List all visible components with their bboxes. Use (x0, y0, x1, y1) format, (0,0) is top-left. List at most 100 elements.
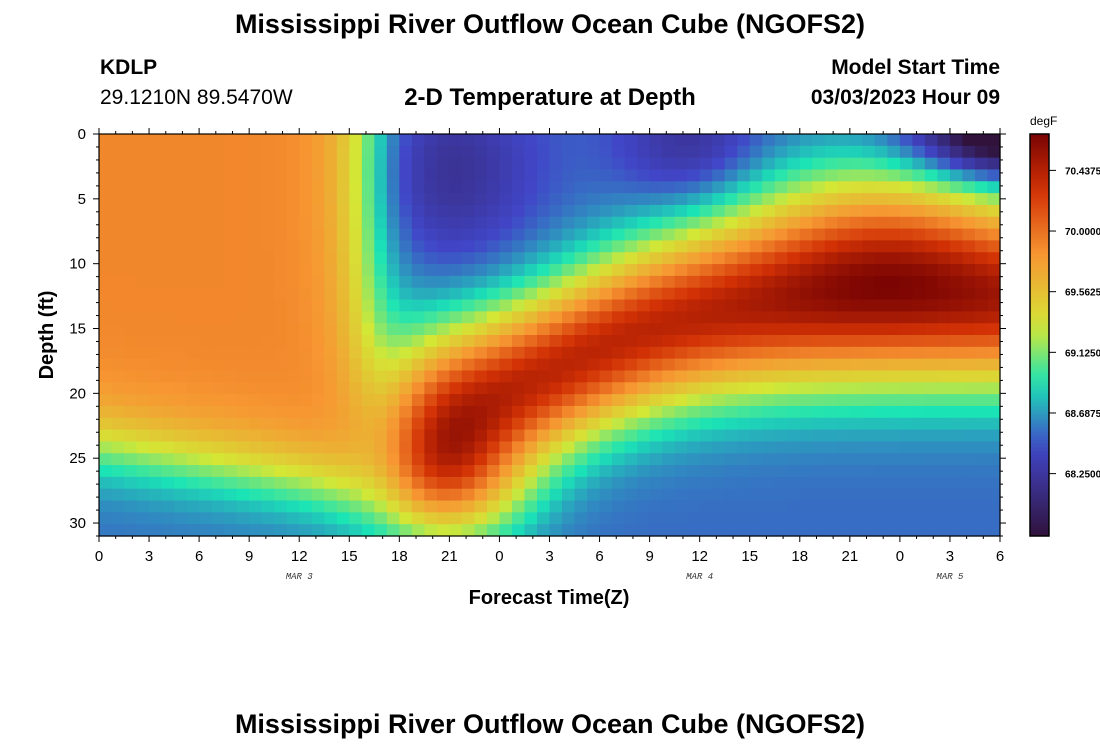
heatmap-cell (587, 275, 601, 289)
heatmap-cell (937, 157, 951, 171)
heatmap-cell (612, 287, 626, 301)
heatmap-cell (474, 193, 488, 206)
heatmap-cell (812, 169, 826, 182)
heatmap-cell (174, 323, 188, 336)
plot-subtitle: 2-D Temperature at Depth (404, 84, 696, 111)
heatmap-cell (136, 323, 150, 336)
heatmap-cell (124, 524, 138, 537)
heatmap-cell (874, 358, 888, 372)
heatmap-cell (224, 216, 238, 230)
heatmap-cell (712, 240, 726, 253)
heatmap-cell (349, 394, 363, 407)
heatmap-cell (774, 228, 788, 242)
heatmap-cell (486, 157, 501, 171)
heatmap-cell (111, 275, 125, 289)
heatmap-cell (949, 335, 964, 348)
heatmap-cell (486, 370, 501, 383)
heatmap-cell (674, 216, 688, 230)
heatmap-cell (449, 228, 463, 242)
heatmap-cell (812, 524, 826, 537)
heatmap-cell (712, 488, 726, 502)
heatmap-cell (411, 405, 425, 419)
heatmap-cell (124, 346, 138, 360)
heatmap-cell (737, 204, 751, 218)
heatmap-cell (486, 169, 501, 182)
heatmap-cell (261, 512, 275, 525)
heatmap-cell (974, 453, 989, 466)
heatmap-cell (949, 346, 964, 360)
heatmap-cell (199, 465, 213, 478)
heatmap-cell (549, 405, 563, 419)
heatmap-cell (374, 157, 388, 171)
heatmap-cell (336, 512, 350, 525)
heatmap-cell (624, 216, 638, 230)
heatmap-cell (436, 370, 450, 383)
heatmap-cell (249, 252, 263, 265)
colorbar-tick-label: 69.5625 (1065, 288, 1100, 299)
heatmap-cell (912, 181, 926, 194)
heatmap-cell (874, 157, 888, 171)
heatmap-cell (349, 193, 363, 206)
heatmap-cell (662, 346, 676, 360)
heatmap-cell (461, 169, 476, 182)
heatmap-cell (599, 405, 613, 419)
heatmap-cell (749, 157, 763, 171)
heatmap-cell (249, 157, 263, 171)
heatmap-cell (574, 145, 588, 159)
station-id: KDLP (100, 56, 158, 79)
heatmap-cell (349, 417, 363, 431)
heatmap-cell (962, 476, 976, 490)
heatmap-cell (449, 287, 463, 301)
heatmap-cell (486, 405, 501, 419)
heatmap-cell (549, 429, 563, 443)
heatmap-cell (962, 193, 976, 206)
heatmap-cell (549, 240, 563, 253)
heatmap-cell (649, 323, 663, 336)
heatmap-cell (787, 134, 801, 147)
heatmap-cell (549, 275, 563, 289)
heatmap-cell (787, 323, 801, 336)
heatmap-cell (624, 429, 638, 443)
heatmap-cell (186, 157, 200, 171)
heatmap-cell (612, 335, 626, 348)
heatmap-cell (211, 287, 225, 301)
heatmap-cell (424, 465, 438, 478)
heatmap-cell (812, 346, 826, 360)
heatmap-cell (599, 335, 613, 348)
heatmap-cell (424, 405, 438, 419)
heatmap-cell (624, 323, 638, 336)
heatmap-cell (336, 323, 350, 336)
heatmap-cell (336, 299, 350, 312)
heatmap-cell (912, 429, 926, 443)
heatmap-cell (536, 441, 551, 454)
heatmap-cell (186, 335, 200, 348)
heatmap-cell (762, 358, 776, 372)
heatmap-cell (149, 228, 163, 242)
heatmap-cell (274, 204, 288, 218)
heatmap-cell (949, 394, 964, 407)
heatmap-cell (249, 429, 263, 443)
heatmap-cell (399, 453, 413, 466)
heatmap-cell (311, 287, 325, 301)
heatmap-cell (887, 299, 901, 312)
heatmap-cell (899, 252, 913, 265)
heatmap-cell (249, 358, 263, 372)
heatmap-cell (737, 181, 751, 194)
heatmap-cell (461, 287, 476, 301)
heatmap-cell (837, 512, 851, 525)
heatmap-cell (299, 169, 313, 182)
heatmap-cell (787, 311, 801, 324)
heatmap-cell (261, 311, 275, 324)
heatmap-cell (236, 441, 250, 454)
heatmap-cell (912, 358, 926, 372)
heatmap-cell (862, 264, 876, 277)
heatmap-cell (374, 382, 388, 395)
heatmap-cell (799, 417, 813, 431)
heatmap-cell (274, 346, 288, 360)
heatmap-cell (111, 500, 125, 513)
heatmap-cell (99, 524, 113, 537)
heatmap-cell (499, 429, 513, 443)
heatmap-cell (762, 264, 776, 277)
heatmap-cell (637, 453, 651, 466)
colorbar-tick-label: 69.1250 (1065, 348, 1100, 359)
